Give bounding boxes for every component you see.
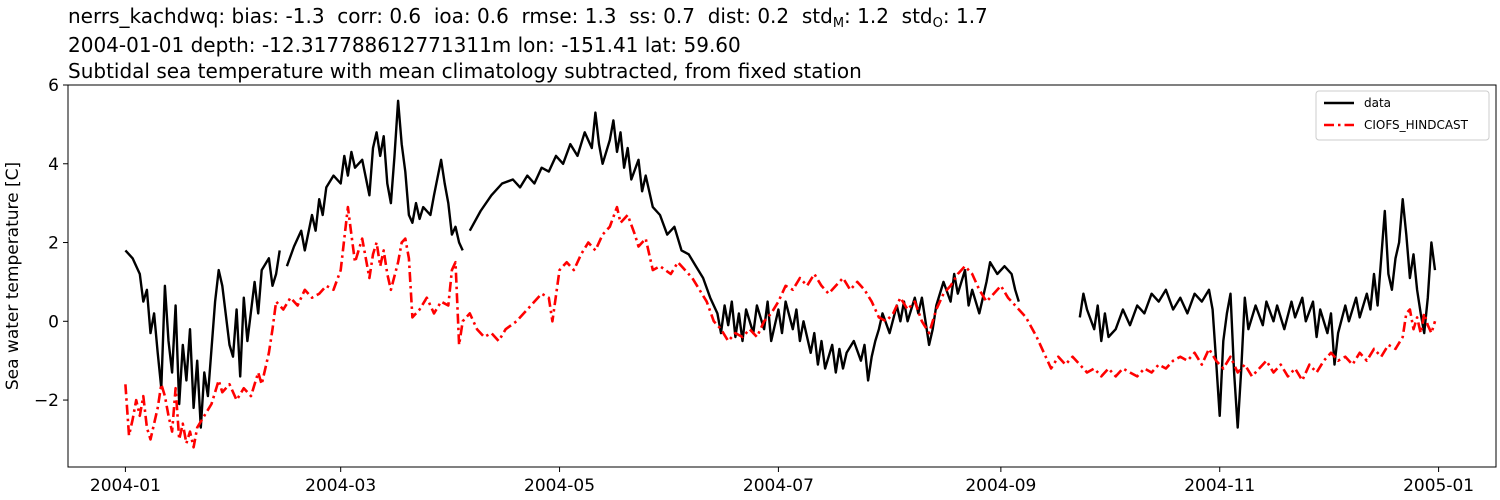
x-tick-label: 2004-03 <box>305 476 376 496</box>
y-tick-label: 6 <box>48 76 59 96</box>
metric-corr: corr: 0.6 <box>337 4 422 28</box>
metric-rmse: rmse: 1.3 <box>521 4 617 28</box>
x-tick-label: 2005-01 <box>1403 476 1474 496</box>
metric-dist: dist: 0.2 <box>707 4 790 28</box>
series-data <box>124 99 1437 429</box>
chart-title-metrics: nerrs_kachdwq: bias: -1.3 corr: 0.6 ioa:… <box>68 4 988 36</box>
y-tick-label: 0 <box>48 312 59 332</box>
axis-layer: −2 0 2 4 6 2004-01 2004-03 2004-05 2004-07 2004-0… <box>34 76 1474 496</box>
metric-std-model: stdM: 1.2 <box>801 4 889 31</box>
y-tick-label: −2 <box>34 391 59 411</box>
x-tick-label: 2004-01 <box>90 476 161 496</box>
series-line-segment <box>1078 197 1437 429</box>
chart-title-description: Subtidal sea temperature with mean clima… <box>68 59 862 83</box>
series-line-segment <box>468 111 1020 382</box>
series-layer <box>124 99 1437 449</box>
y-tick-label: 4 <box>48 155 59 175</box>
series-line-segment <box>124 205 1437 449</box>
legend-label: data <box>1364 96 1391 110</box>
y-tick-label: 2 <box>48 234 59 254</box>
x-tick-label: 2004-09 <box>965 476 1036 496</box>
series-ciofs-hindcast <box>124 205 1437 449</box>
series-line-segment <box>124 249 281 429</box>
station-name: nerrs_kachdwq: <box>68 4 226 28</box>
legend-label: CIOFS_HINDCAST <box>1364 118 1469 132</box>
series-line-segment <box>285 99 464 267</box>
metric-bias: bias: -1.3 <box>231 4 325 28</box>
metric-std-obs: stdO: 1.7 <box>901 4 988 31</box>
metric-ioa: ioa: 0.6 <box>433 4 509 28</box>
metric-ss: ss: 0.7 <box>629 4 695 28</box>
legend-box <box>1315 90 1490 141</box>
x-tick-label: 2004-05 <box>524 476 595 496</box>
legend: data CIOFS_HINDCAST <box>1315 90 1490 141</box>
x-tick-label: 2004-07 <box>743 476 814 496</box>
x-tick-label: 2004-11 <box>1184 476 1255 496</box>
chart-title-location: 2004-01-01 depth: -12.317788612771311m l… <box>68 33 741 57</box>
y-axis-label: Sea water temperature [C] <box>3 162 23 390</box>
plot-frame <box>67 84 1497 468</box>
